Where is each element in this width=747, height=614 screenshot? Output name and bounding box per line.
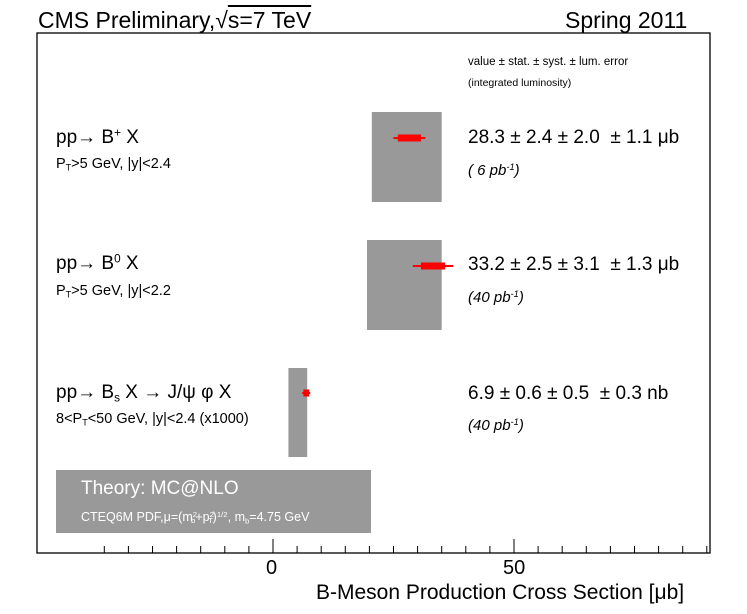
chart-marks [103, 112, 708, 553]
sqrt-symbol: √ [215, 7, 228, 33]
chart-title: CMS Preliminary,√s=7 TeV [38, 7, 311, 34]
theory-pdf: CTEQ6M PDF, [81, 510, 164, 524]
theory-pow: ) [212, 510, 217, 524]
cut-sub: T [65, 289, 72, 300]
theory-band [366, 240, 442, 330]
lumi-text-tail: ) [518, 289, 524, 306]
lumi-sup: -1 [510, 288, 519, 299]
cut-sub: T [82, 417, 88, 428]
x-axis-label: B-Meson Production Cross Section [μb] [316, 581, 685, 604]
lumi-text-tail: ) [518, 417, 524, 434]
lumi-sup: -1 [506, 161, 515, 172]
cut-label-bs: 8<PT<50 GeV, |y|<2.4 (x1000) [56, 411, 249, 427]
lumi-text: (40 pb [468, 289, 511, 306]
theory-name: Theory: MC@NLO [81, 478, 239, 499]
cut-label-b0: PT>5 GeV, |y|<2.2 [56, 283, 171, 299]
lumi-sup: -1 [510, 416, 519, 427]
lumi-text: ( 6 pb [468, 162, 507, 179]
theory-sup-b: 2 [209, 509, 214, 519]
lumi-label-bplus: ( 6 pb-1) [468, 162, 520, 179]
process-label-bs: pp→ Bs X → J/ψ φ X [56, 382, 231, 404]
process-sup: + [114, 126, 121, 140]
process-label-b0: pp→ B0 X [56, 253, 139, 275]
value-label-bplus: 28.3 ± 2.4 ± 2.0 ± 1.1 μb [468, 127, 680, 148]
plot-frame [36, 32, 711, 554]
cut-sub: T [65, 162, 72, 173]
lumi-text-tail: ) [514, 162, 520, 179]
lumi-label-b0: (40 pb-1) [468, 289, 524, 306]
lumi-label-bs: (40 pb-1) [468, 417, 524, 434]
process-label-bplus: pp→ B+ X [56, 127, 139, 149]
theory-description: CTEQ6M PDF,μ=(m2b+p2T)1/2, mb=4.75 GeV [81, 509, 310, 526]
measurement-point [430, 263, 437, 269]
process-sub: s [114, 391, 120, 405]
theory-sub-b: b [191, 516, 196, 526]
theory-mu: μ=(m [163, 510, 193, 524]
theory-legend-box: Theory: MC@NLO CTEQ6M PDF,μ=(m2b+p2T)1/2… [56, 470, 371, 533]
tick-label-0: 0 [266, 557, 278, 579]
process-sup: 0 [114, 252, 121, 266]
lumi-text: (40 pb [468, 417, 511, 434]
theory-band [288, 368, 308, 457]
process-text: pp→ B [56, 127, 115, 148]
process-text-tail: X [120, 253, 139, 274]
theory-plus-p: +p [195, 510, 210, 524]
cut-text: P [56, 156, 66, 172]
cut-text: P [56, 283, 66, 299]
process-text-tail: X [120, 127, 139, 148]
cut-text-tail: <50 GeV, |y|<2.4 (x1000) [87, 411, 249, 427]
legend-header-line1: value ± stat. ± syst. ± lum. error [468, 56, 629, 68]
cut-text-tail: >5 GeV, |y|<2.2 [71, 283, 171, 299]
chart-subtitle: Spring 2011 [565, 7, 688, 33]
tick-label-50: 50 [503, 557, 526, 579]
value-label-bs: 6.9 ± 0.6 ± 0.5 ± 0.3 nb [468, 383, 669, 404]
theory-sup-a: 2 [192, 509, 198, 519]
measurement-point [303, 390, 310, 396]
theory-band [371, 112, 442, 202]
cut-text-tail: >5 GeV, |y|<2.4 [71, 156, 171, 172]
theory-pow-sup: 1/2 [216, 509, 228, 519]
theory-mb-sub: b [244, 516, 250, 526]
theory-sub-t: T [207, 516, 213, 526]
cut-label-bplus: PT>5 GeV, |y|<2.4 [56, 156, 171, 172]
title-prefix: CMS Preliminary, [38, 7, 216, 33]
value-label-b0: 33.2 ± 2.5 ± 3.1 ± 1.3 μb [468, 254, 680, 275]
theory-mb: , m [227, 510, 245, 524]
legend-header-line2: (integrated luminosity) [468, 77, 572, 89]
energy-label: s=7 TeV [227, 7, 312, 33]
measurement-point [406, 135, 413, 141]
cut-text: 8<P [56, 411, 83, 427]
process-text: pp→ B [56, 253, 115, 274]
theory-mb-val: =4.75 GeV [249, 510, 310, 524]
process-text: pp→ B [56, 382, 115, 403]
process-text-tail: X → J/ψ φ X [119, 382, 232, 403]
